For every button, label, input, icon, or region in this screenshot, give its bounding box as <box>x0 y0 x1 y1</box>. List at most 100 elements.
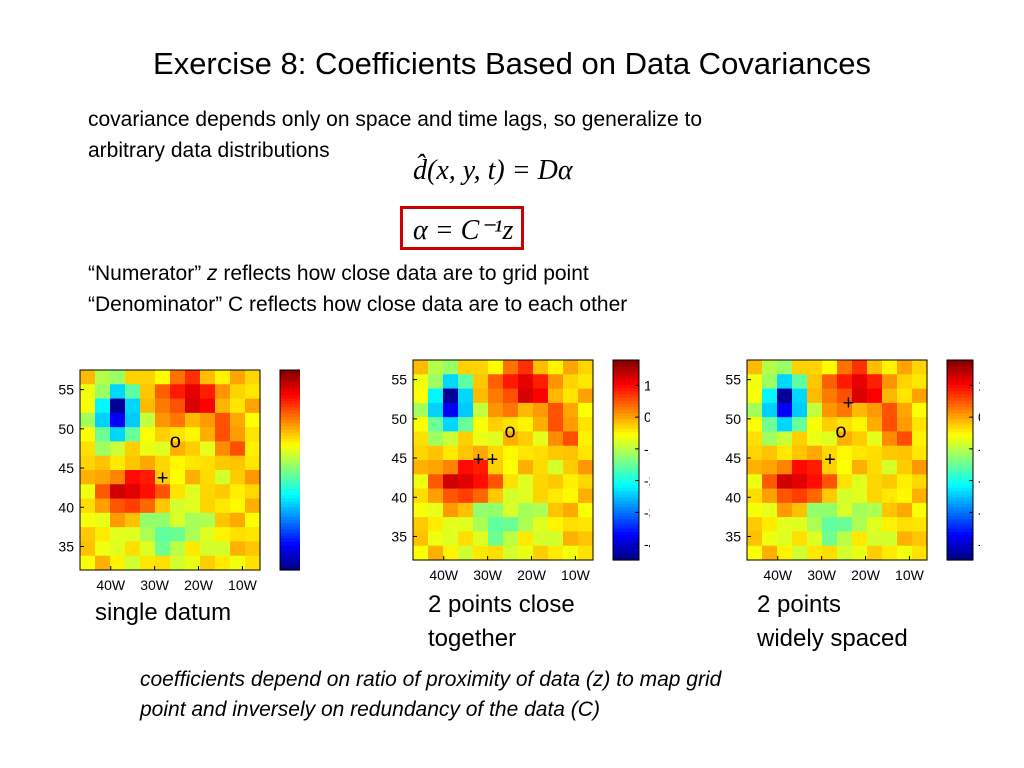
heatmap-cell <box>488 531 504 547</box>
heatmap-cell <box>777 488 793 504</box>
x-tick-label: 10W <box>561 567 591 583</box>
heatmap-cell <box>200 470 216 485</box>
heatmap-cell <box>125 555 141 571</box>
heatmap-cell <box>443 474 459 490</box>
colorbar-band <box>947 388 973 392</box>
heatmap-cell <box>185 412 201 428</box>
heatmap-cell <box>200 484 216 500</box>
heatmap-cell <box>140 427 156 443</box>
heatmap-cell <box>747 360 763 375</box>
heatmap-cell <box>458 374 474 390</box>
heatmap-cell <box>563 502 579 518</box>
colorbar-band <box>613 497 639 502</box>
colorbar-band <box>947 556 973 561</box>
colorbar-band <box>280 423 300 427</box>
heatmap-cell <box>563 402 579 418</box>
heatmap-cell <box>548 388 564 404</box>
colorbar-band <box>947 553 973 558</box>
heatmap-cell <box>563 517 579 533</box>
heatmap-cell <box>140 512 156 528</box>
colorbar-band <box>613 453 639 458</box>
heatmap-cell <box>488 502 504 518</box>
heatmap-cell <box>747 374 763 390</box>
grid-point-marker: o <box>835 421 846 443</box>
intro-line-2: arbitrary data distributions <box>88 139 330 162</box>
colorbar-band <box>947 503 973 508</box>
heatmap-cell <box>837 431 853 447</box>
heatmap-panel-widely-spaced: 40W 30W 20W 10W 55 50 45 40 35 o + +1 0 -1 -2 -3 -4 <box>725 359 980 583</box>
heatmap-cell <box>852 445 868 461</box>
heatmap-cell <box>443 417 459 433</box>
heatmap-cell <box>185 384 201 400</box>
heatmap-cell <box>110 498 126 514</box>
heatmap-cell <box>897 374 913 390</box>
heatmap-cell <box>578 488 594 504</box>
heatmap-cell <box>245 427 261 443</box>
heatmap-cell <box>882 488 898 504</box>
heatmap-cell <box>473 545 489 561</box>
colorbar-band <box>280 548 300 552</box>
heatmap-cell <box>897 360 913 375</box>
heatmap-cell <box>762 388 778 404</box>
colorbar-band <box>280 388 300 393</box>
heatmap-cell <box>533 474 549 490</box>
heatmap-cell <box>792 531 808 547</box>
heatmap-cell <box>473 460 489 475</box>
heatmap-cell <box>792 488 808 504</box>
colorbar-band <box>613 525 639 530</box>
heatmap-cell <box>230 412 246 428</box>
heatmap-cell <box>578 388 594 404</box>
colorbar-band <box>613 544 639 549</box>
heatmap-cell <box>867 417 883 433</box>
heatmap-cell <box>95 370 111 385</box>
colorbar-band <box>613 456 639 461</box>
heatmap-cell <box>413 474 429 490</box>
colorbar-band <box>947 419 973 424</box>
y-tick-label: 50 <box>58 421 74 437</box>
numerator-variable: z <box>207 262 218 285</box>
heatmap-cell <box>897 417 913 433</box>
heatmap-cell <box>882 431 898 447</box>
heatmap-cell <box>80 384 96 400</box>
heatmap-cell <box>563 374 579 390</box>
heatmap-cell <box>578 374 594 390</box>
colorbar-band <box>613 528 639 533</box>
colorbar-band <box>947 435 973 439</box>
heatmap-cell <box>762 531 778 547</box>
heatmap-cell <box>185 370 201 385</box>
heatmap-cell <box>200 512 216 528</box>
colorbar-band <box>280 495 300 499</box>
heatmap-cell <box>458 445 474 461</box>
y-tick-label: 40 <box>391 489 407 505</box>
colorbar-band <box>613 535 639 539</box>
heatmap-cell <box>822 431 838 447</box>
colorbar-band <box>947 460 973 464</box>
heatmap-cell <box>747 545 763 561</box>
heatmap-cell <box>185 441 201 457</box>
colorbar-frame <box>946 359 974 561</box>
heatmap-cell <box>518 545 534 561</box>
colorbar-band <box>947 469 973 474</box>
colorbar-band <box>613 391 639 395</box>
colorbar-band <box>947 491 973 495</box>
heatmap-cell <box>443 402 459 418</box>
colorbar-band <box>280 426 300 430</box>
heatmap-cell <box>200 541 216 557</box>
colorbar-band <box>947 372 973 377</box>
heatmap-cell <box>792 517 808 533</box>
heatmap-cell <box>185 527 201 543</box>
denominator-line: “Denominator” C reflects how close data … <box>88 293 628 316</box>
heatmap-cell <box>140 398 156 414</box>
colorbar-band <box>613 519 639 524</box>
heatmap-cell <box>413 374 429 390</box>
colorbar-band <box>947 403 973 408</box>
colorbar-band <box>280 476 300 480</box>
heatmap-cell <box>807 360 823 375</box>
heatmap-cell <box>215 498 231 514</box>
heatmap-cell <box>867 402 883 418</box>
colorbar-tick-label: -1 <box>978 441 980 457</box>
colorbar-band <box>947 400 973 405</box>
colorbar-band <box>280 535 300 540</box>
colorbar-band <box>947 538 973 542</box>
heatmap-cell <box>245 455 261 471</box>
